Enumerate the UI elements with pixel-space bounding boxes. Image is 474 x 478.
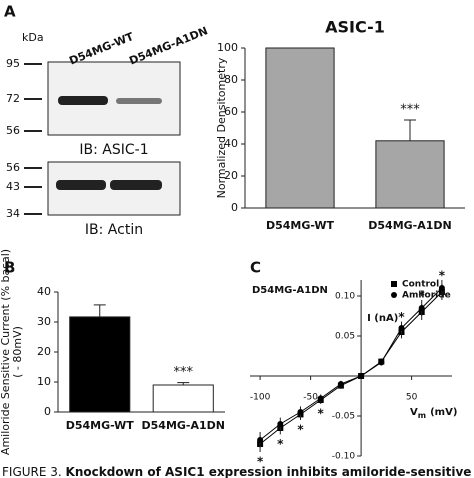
marker (257, 437, 264, 443)
x-tick-label: -100 (250, 393, 271, 403)
significance: * (318, 407, 325, 421)
marker (391, 292, 397, 298)
significance: * (257, 455, 264, 469)
x-tick-label: D54MG-WT (266, 219, 335, 232)
significance: * (398, 310, 405, 324)
chart-title: D54MG-A1DN (252, 285, 328, 296)
marker (277, 421, 284, 427)
x-tick-label: 50 (406, 393, 418, 403)
series-line (259, 287, 443, 441)
y-tick-label: -0.10 (332, 452, 356, 462)
y-tick-label: 10 (37, 375, 51, 388)
significance: *** (174, 365, 194, 380)
bar (152, 384, 214, 413)
marker (337, 381, 344, 387)
series-line (259, 291, 443, 445)
bar (375, 140, 445, 209)
panel-label: B (4, 259, 15, 277)
y-tick-label: 20 (224, 169, 238, 182)
marker (418, 305, 425, 311)
y-axis-label: Amiloride Sensitive Current (% basal)( -… (0, 249, 24, 455)
mw-marker: 56 (6, 124, 20, 137)
y-axis-label-line: Amiloride Sensitive Current (% basal) (0, 249, 12, 455)
marker (358, 373, 365, 379)
blot-unit: kDa (22, 31, 44, 44)
blot-band (110, 180, 162, 190)
y-axis-label-line: ( - 80mV) (11, 326, 24, 378)
y-tick-label: 20 (37, 345, 51, 358)
significance: * (439, 269, 446, 283)
blot-label: IB: ASIC-1 (79, 142, 148, 158)
caption: FIGURE 3. Knockdown of ASIC1 expression … (2, 465, 471, 478)
y-tick-label: 0 (231, 201, 238, 214)
marker (438, 285, 445, 291)
marker (297, 409, 304, 415)
legend-label: Control (402, 280, 439, 290)
marker (378, 359, 385, 366)
blot-band (58, 96, 108, 105)
x-tick-label: D54MG-WT (66, 419, 135, 432)
blot-band (56, 180, 106, 190)
y-tick-label: 40 (37, 285, 51, 298)
y-tick-label: 0.05 (335, 332, 355, 342)
blot-label: IB: Actin (85, 222, 143, 238)
x-axis-label: Vm (mV) (410, 407, 457, 420)
y-tick-label: -0.05 (332, 412, 355, 422)
chart-title: ASIC-1 (325, 18, 385, 37)
y-tick-label: 80 (224, 73, 238, 86)
mw-marker: 95 (6, 57, 20, 70)
x-axis-label-unit: (mV) (430, 407, 457, 418)
x-tick-label: D54MG-A1DN (142, 419, 225, 432)
mw-marker: 43 (6, 180, 20, 193)
y-tick-label: 0 (44, 405, 51, 418)
y-tick-label: 0.10 (335, 292, 355, 302)
y-tick-label: 30 (37, 315, 51, 328)
x-axis-label-sub: m (418, 411, 426, 420)
marker (398, 325, 405, 331)
mw-marker: 34 (6, 207, 20, 220)
y-axis-label: Normalized Densitometry (215, 57, 228, 198)
caption-label: FIGURE 3. (2, 465, 62, 478)
significance: * (419, 289, 426, 303)
mw-marker: 56 (6, 161, 20, 174)
bar (69, 316, 131, 413)
y-axis-label-line: Normalized Densitometry (215, 57, 228, 198)
significance: * (297, 423, 304, 437)
blot-band (116, 98, 162, 104)
legend-label: Amiloride (402, 291, 451, 301)
mw-marker: 72 (6, 92, 20, 105)
caption-text: Knockdown of ASIC1 expression inhibits a… (66, 465, 472, 478)
marker (317, 395, 324, 402)
y-tick-label: 60 (224, 105, 238, 118)
y-tick-label: 40 (224, 137, 238, 150)
x-tick-label: D54MG-A1DN (368, 219, 451, 232)
panel-label: A (4, 3, 16, 21)
x-axis-label-main: V (410, 407, 418, 418)
y-axis-label: I (nA) (367, 313, 398, 324)
significance: *** (400, 103, 420, 118)
bar (265, 47, 335, 209)
significance: * (277, 437, 284, 451)
marker (391, 281, 397, 287)
y-tick-label: 100 (217, 41, 238, 54)
x-tick-label: -50 (303, 393, 318, 403)
panel-label: C (250, 259, 261, 277)
